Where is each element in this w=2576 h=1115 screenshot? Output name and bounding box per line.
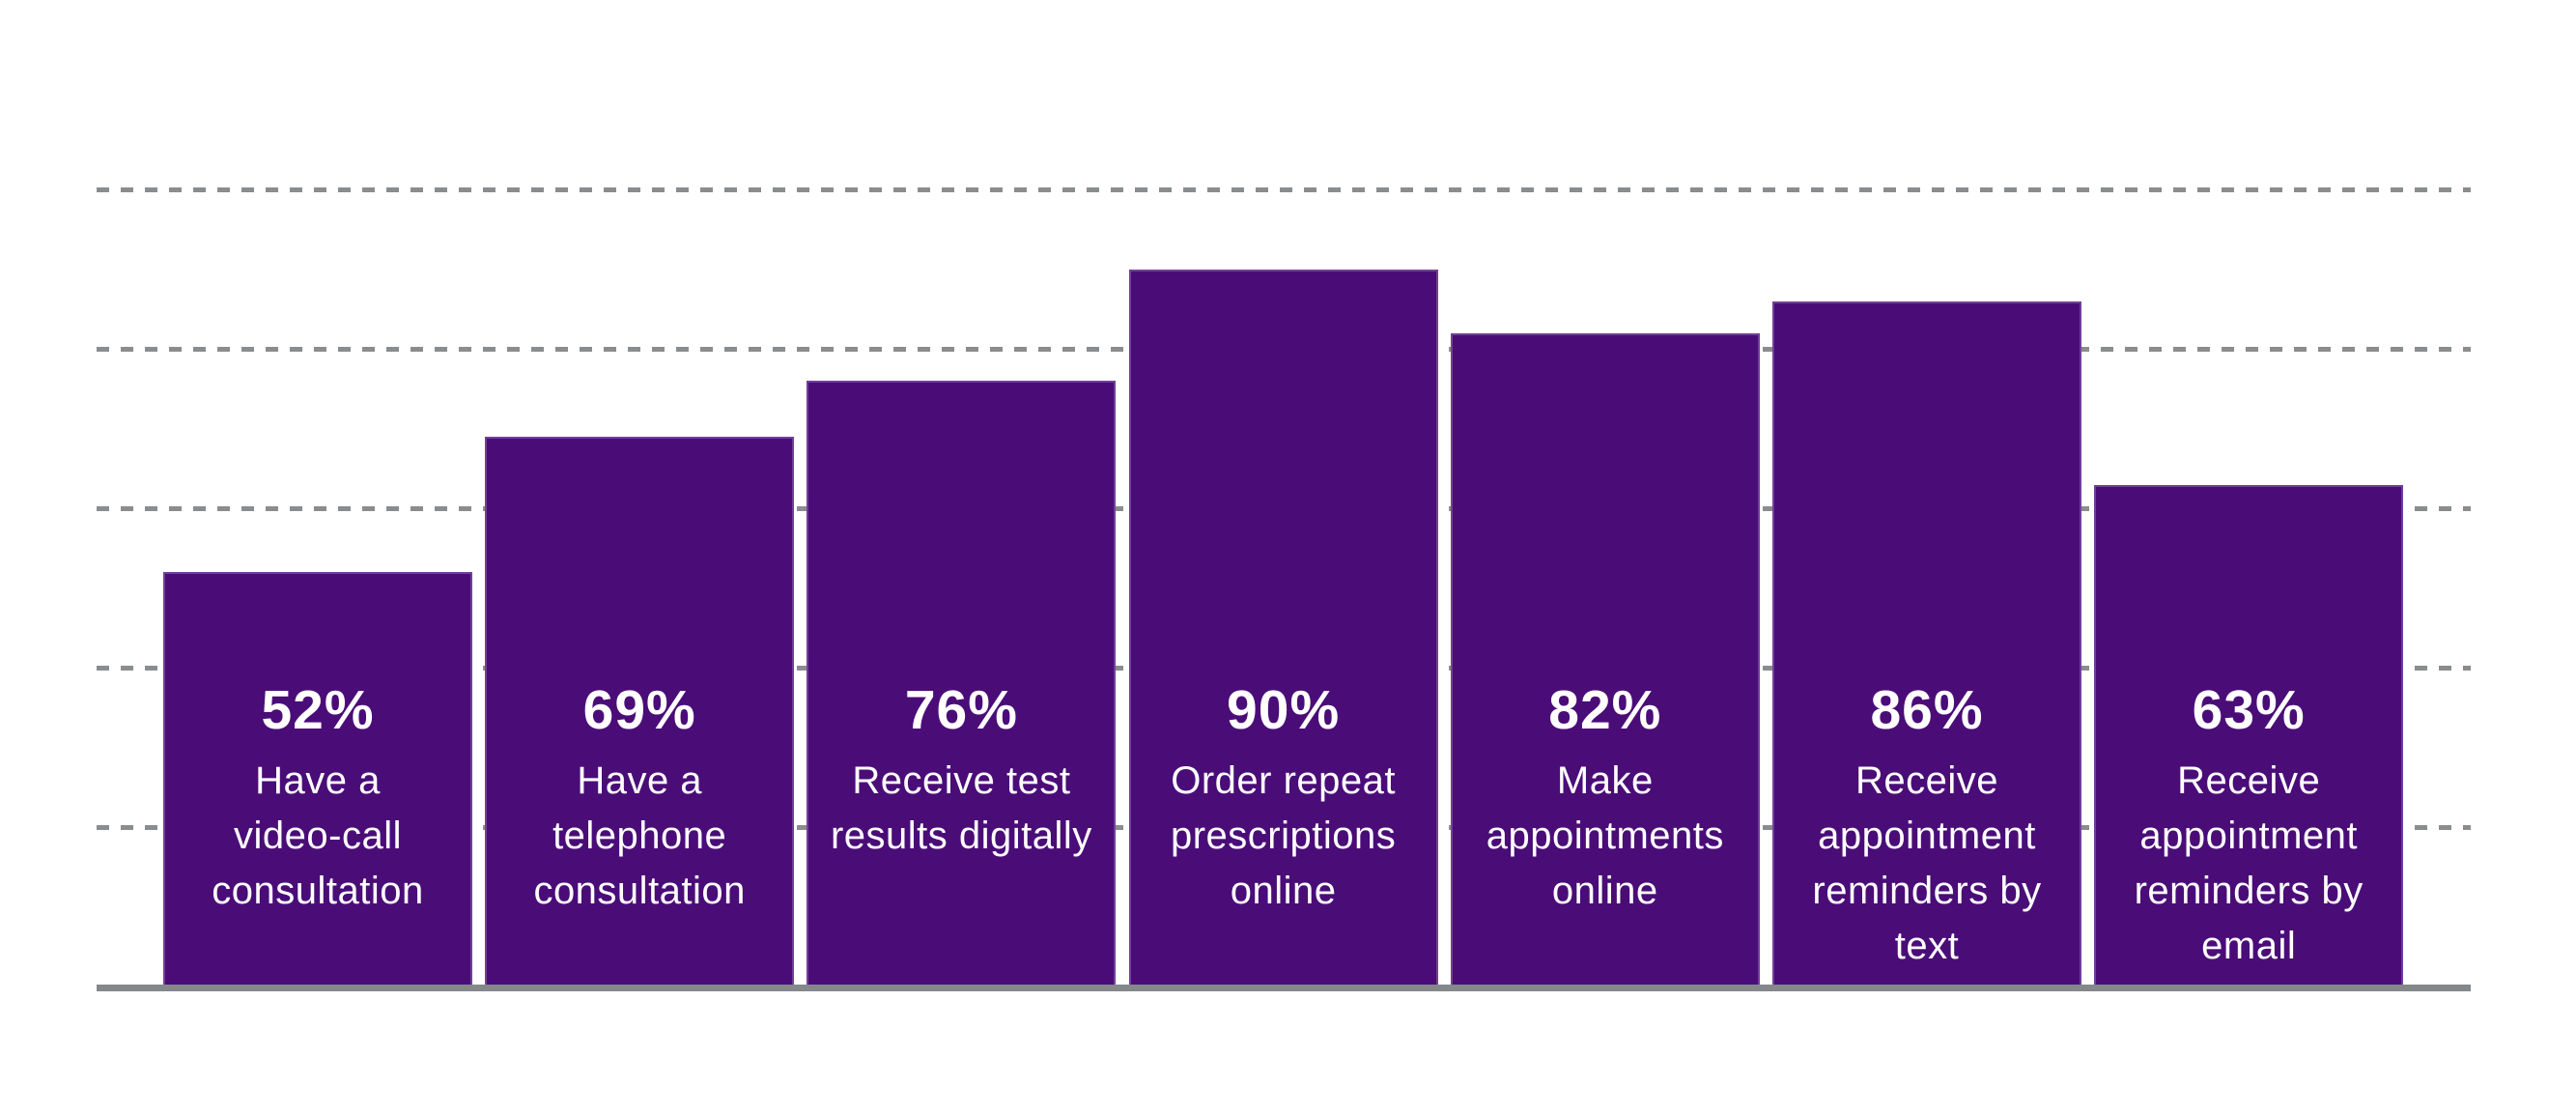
- bar-value-label: 63%: [2192, 679, 2306, 741]
- bar-label-line: Receive: [1854, 759, 1998, 802]
- bar: [1128, 269, 1438, 987]
- bar-label-line: Have a: [255, 759, 381, 802]
- bar-label-line: reminders by: [1812, 870, 2042, 912]
- bar-label: 90% Order repeat prescriptions online: [1119, 676, 1448, 919]
- bar-label-line: appointments: [1486, 815, 1724, 857]
- bar-label: 69% Have a telephone consultation: [475, 676, 804, 919]
- bar-label-line: Receive: [2177, 759, 2321, 802]
- bar-label-line: email: [2201, 925, 2297, 967]
- bar-label-line: results digitally: [830, 815, 1092, 857]
- bar-label: 86% Receive appointment reminders by text: [1763, 676, 2091, 974]
- bar-value-label: 76%: [904, 679, 1018, 741]
- bar-label-line: consultation: [533, 870, 746, 912]
- bar-label-line: Have a: [577, 759, 703, 802]
- bar-label-line: Make: [1556, 759, 1654, 802]
- bar: [163, 572, 472, 987]
- bar-label-line: reminders by: [2134, 870, 2364, 912]
- bar-label-line: appointment: [2139, 815, 2359, 857]
- bar: [807, 381, 1117, 987]
- bar-label-line: video-call: [234, 815, 402, 857]
- bar-value-label: 69%: [582, 679, 696, 741]
- bar-label-line: appointment: [1818, 815, 2036, 857]
- bar: [2094, 484, 2404, 987]
- x-axis-line: [97, 985, 2471, 991]
- bar-label-line: Receive test: [852, 759, 1071, 802]
- bar-value-label: 82%: [1548, 679, 1662, 741]
- bar-label-line: prescriptions: [1170, 815, 1397, 857]
- bar: [485, 437, 795, 987]
- bar-label-line: text: [1894, 925, 1960, 967]
- bar-label-line: Order repeat: [1171, 759, 1396, 802]
- bar: [1772, 300, 2081, 987]
- bar-label: 52% Have a video-call consultation: [154, 676, 482, 919]
- bar-value-label: 90%: [1227, 679, 1341, 741]
- bar-label: 76% Receive test results digitally: [797, 676, 1125, 864]
- bar-label-line: online: [1230, 870, 1337, 912]
- bar-label-line: online: [1551, 870, 1658, 912]
- bar-label-line: telephone: [552, 815, 727, 857]
- bar-value-label: 86%: [1870, 679, 1984, 741]
- bar-label-line: consultation: [212, 870, 424, 912]
- bar-label: 82% Make appointments online: [1441, 676, 1769, 919]
- bar: [1450, 332, 1760, 987]
- bar-label: 63% Receive appointment reminders by email: [2084, 676, 2413, 974]
- bar-value-label: 52%: [261, 679, 375, 741]
- gridline-100-percent: [97, 186, 2471, 192]
